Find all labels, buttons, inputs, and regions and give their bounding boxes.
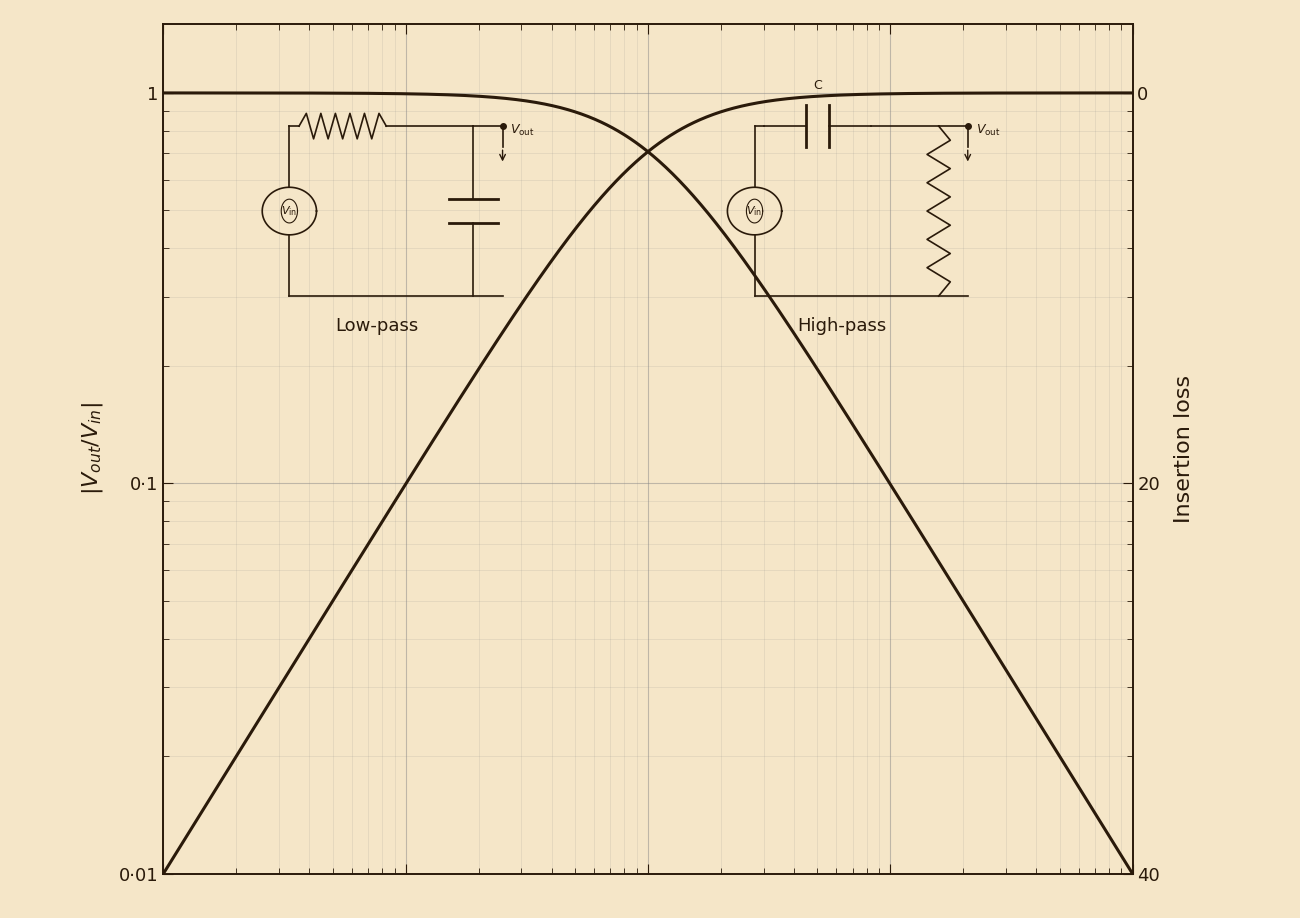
Text: $V_{\rm out}$: $V_{\rm out}$ [975, 123, 1000, 138]
Text: C: C [814, 79, 822, 92]
Y-axis label: $|V_{out}/V_{in}|$: $|V_{out}/V_{in}|$ [81, 402, 105, 496]
Text: $V_{\rm in}$: $V_{\rm in}$ [746, 204, 763, 218]
Text: High-pass: High-pass [797, 318, 887, 335]
Y-axis label: Insertion loss: Insertion loss [1174, 375, 1193, 523]
Text: $V_{\rm out}$: $V_{\rm out}$ [511, 123, 536, 138]
Text: $V_{\rm in}$: $V_{\rm in}$ [281, 204, 298, 218]
Text: Low-pass: Low-pass [335, 318, 419, 335]
